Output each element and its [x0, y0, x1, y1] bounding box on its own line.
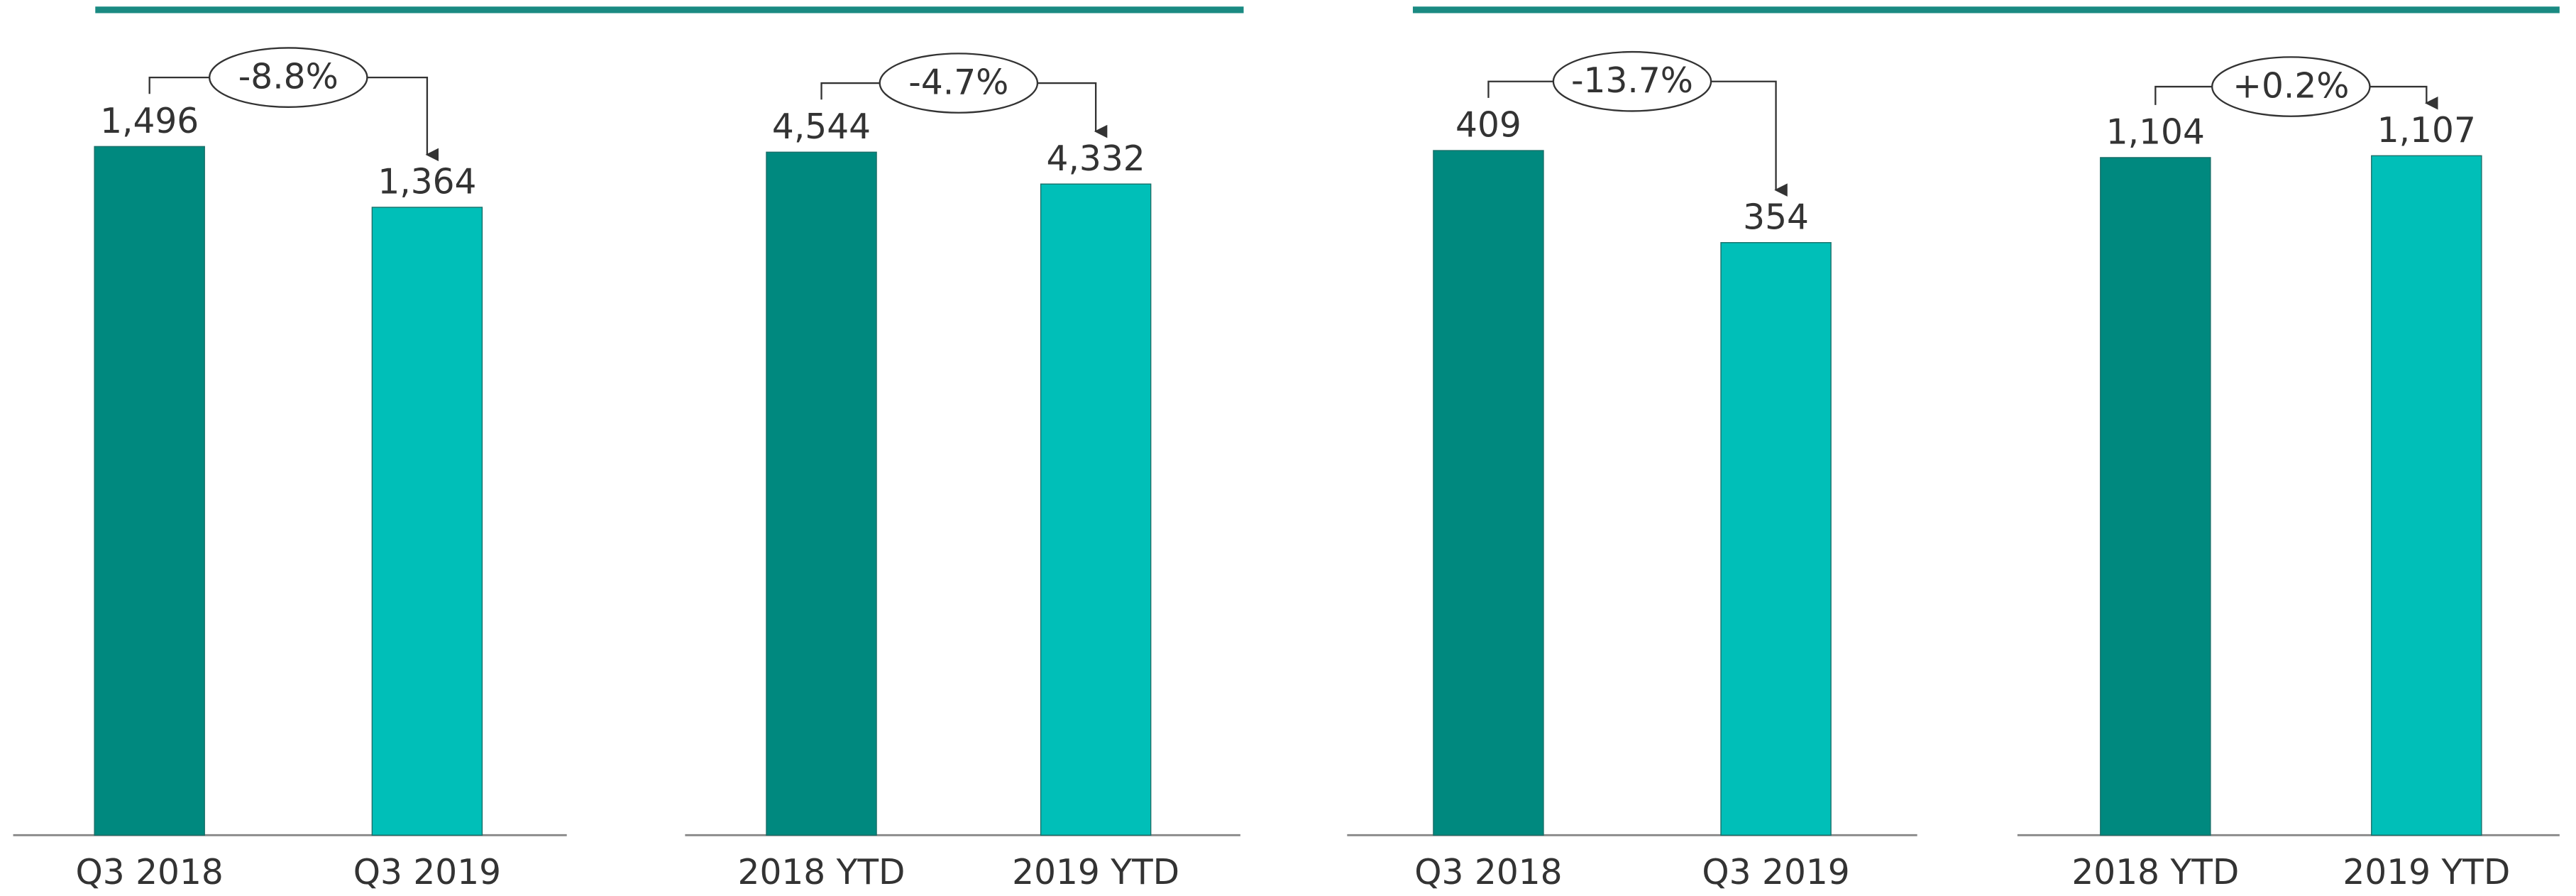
change-label: +0.2%	[2233, 66, 2349, 106]
bar	[766, 151, 877, 836]
value-label: 1,496	[100, 102, 199, 141]
bar	[1720, 242, 1832, 836]
value-label: 1,107	[2377, 111, 2476, 151]
bar	[2371, 155, 2482, 836]
bar	[1433, 150, 1544, 836]
change-badge	[2211, 56, 2371, 117]
bar	[2100, 157, 2211, 836]
x-tick-label: Q3 2019	[1702, 853, 1849, 892]
x-tick-label: Q3 2018	[76, 853, 224, 892]
x-tick-label: 2019 YTD	[1012, 853, 1179, 892]
x-tick-label: Q3 2019	[353, 853, 501, 892]
change-badge	[879, 53, 1039, 114]
value-label: 4,332	[1047, 139, 1145, 179]
value-label: 354	[1743, 197, 1809, 237]
change-badge	[209, 47, 368, 108]
value-label: 409	[1455, 106, 1521, 146]
bar	[371, 207, 483, 836]
x-tick-label: Q3 2018	[1414, 853, 1562, 892]
change-badge	[1552, 50, 1712, 112]
change-label: -13.7%	[1571, 61, 1693, 101]
bar	[1040, 183, 1152, 836]
value-label: 4,544	[772, 107, 871, 147]
bar	[94, 146, 205, 836]
x-tick-label: 2018 YTD	[2071, 853, 2239, 892]
x-tick-label: 2019 YTD	[2343, 853, 2510, 892]
x-tick-label: 2018 YTD	[738, 853, 906, 892]
value-label: 1,364	[378, 163, 476, 202]
value-label: 1,104	[2106, 113, 2205, 153]
change-label: -8.8%	[238, 57, 338, 97]
change-label: -4.7%	[908, 62, 1008, 102]
